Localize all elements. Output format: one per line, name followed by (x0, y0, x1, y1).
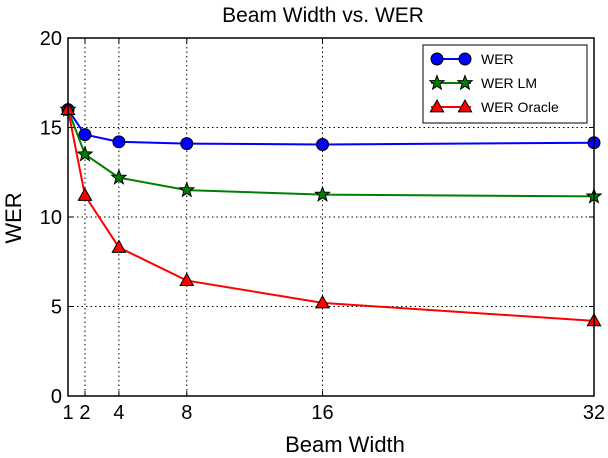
data-point-wer-lm (110, 168, 128, 185)
data-point-wer (316, 138, 330, 152)
data-point-wer-oracle (315, 294, 331, 309)
legend-marker-wer-oracle (429, 98, 445, 113)
series-wer-oracle (60, 101, 602, 327)
legend-marker-wer-lm (428, 74, 446, 91)
y-tick-label: 5 (51, 297, 62, 319)
x-tick-label: 1 (62, 402, 73, 424)
legend-marker-wer-oracle (457, 98, 473, 113)
series-line-wer-lm (67, 109, 595, 198)
x-tick-label: 32 (583, 402, 605, 424)
x-tick-label: 2 (79, 402, 90, 424)
data-point-wer-oracle (179, 272, 195, 286)
data-point-wer (78, 128, 92, 142)
y-tick-label: 15 (40, 118, 62, 140)
data-point-wer (180, 137, 194, 151)
legend-marker-wer (458, 52, 472, 66)
series-layer (59, 100, 603, 327)
x-tick-label: 8 (181, 402, 192, 424)
series-line-wer-oracle (67, 109, 595, 322)
data-point-wer-lm (76, 145, 94, 162)
x-tick-label: 16 (311, 402, 333, 424)
data-point-wer-lm (178, 181, 196, 198)
x-axis-label: Beam Width (285, 432, 405, 457)
chart-title: Beam Width vs. WER (222, 4, 424, 27)
legend-marker-wer (430, 52, 444, 66)
grid-lines (68, 38, 594, 396)
legend-label-wer-lm: WER LM (481, 75, 537, 91)
data-point-wer-oracle (111, 239, 127, 253)
data-point-wer-lm (314, 185, 332, 202)
legend: WER WER LM WER Oracle (422, 44, 588, 124)
y-tick-label: 20 (40, 28, 62, 50)
data-point-wer (112, 135, 126, 149)
legend-label-wer: WER (481, 51, 514, 67)
legend-marker-wer-lm (456, 74, 474, 91)
data-point-wer-oracle (77, 187, 93, 201)
legend-label-wer-oracle: WER Oracle (481, 99, 559, 115)
y-axis-label: WER (1, 192, 26, 243)
axis-ticks: 1 2 4 8 16 32 0 5 10 15 20 (40, 28, 605, 424)
y-tick-label: 10 (40, 207, 62, 229)
x-tick-label: 4 (113, 402, 124, 424)
y-tick-label: 0 (51, 386, 62, 408)
